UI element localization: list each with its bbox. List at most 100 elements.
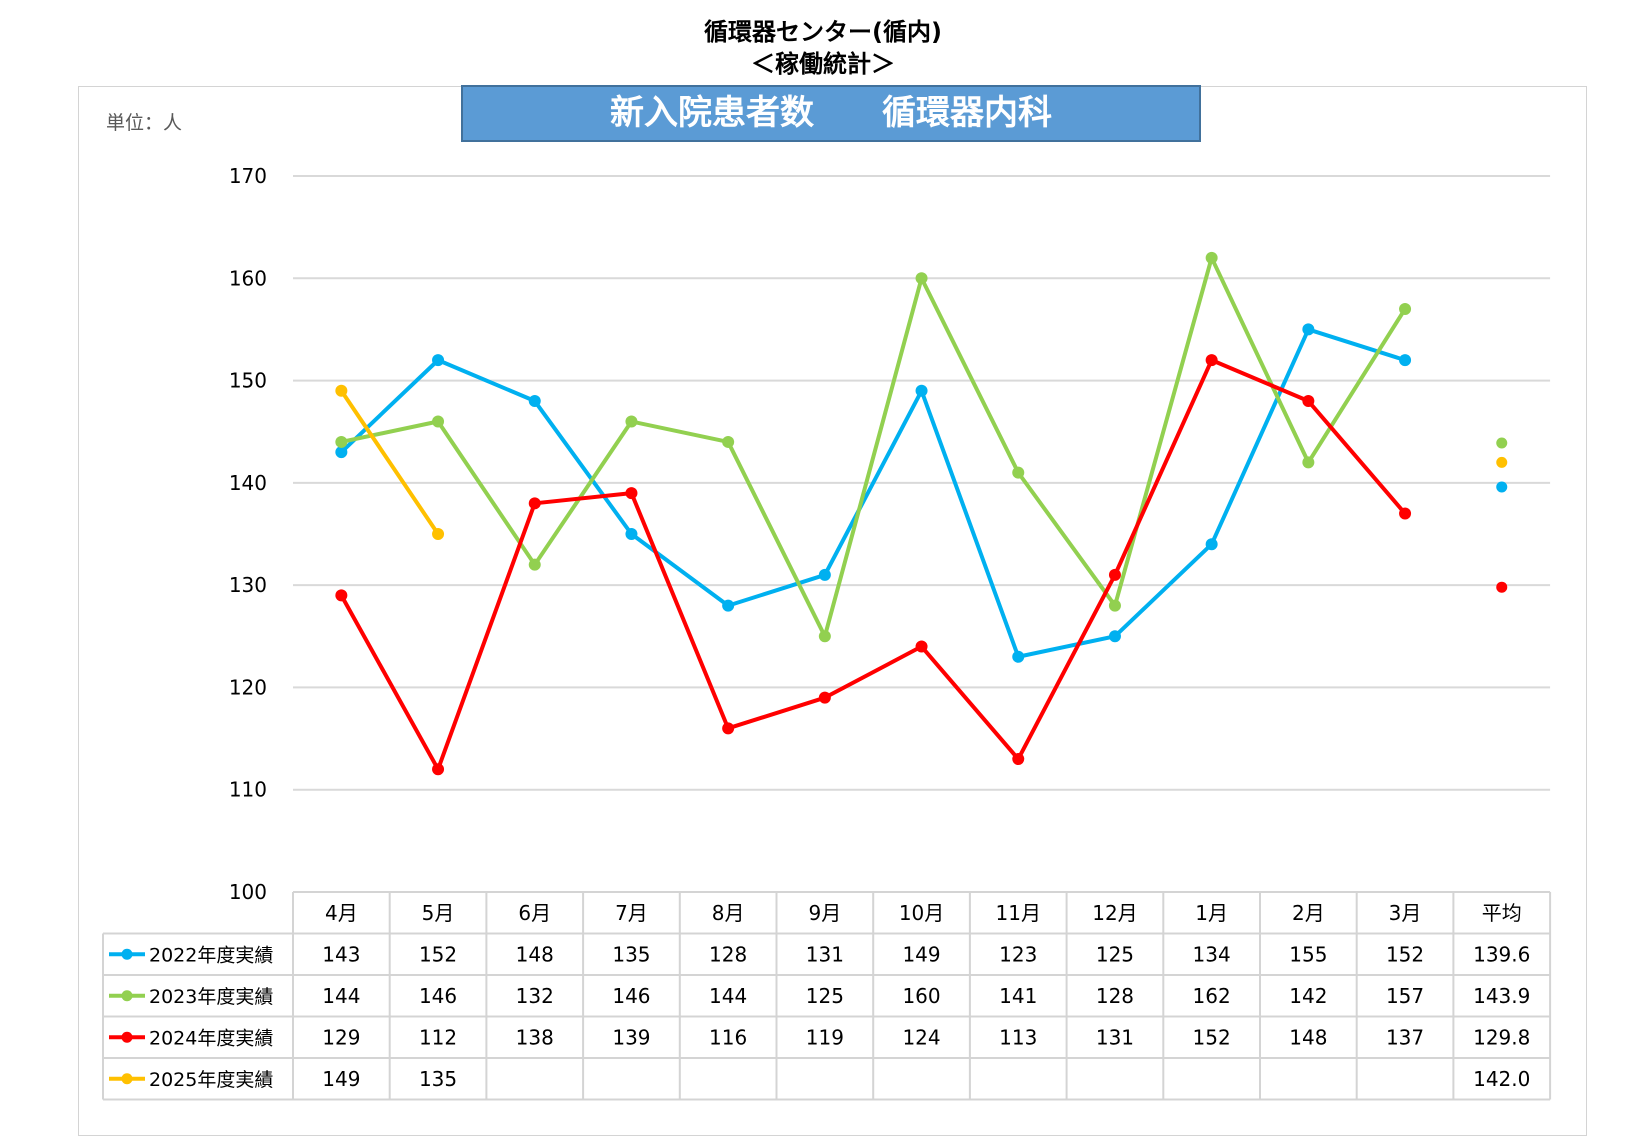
data-label: 152 bbox=[1193, 1025, 1231, 1049]
data-point bbox=[1108, 630, 1121, 643]
y-tick-label: 110 bbox=[229, 778, 267, 802]
data-label: 152 bbox=[1386, 942, 1424, 966]
y-tick-label: 170 bbox=[229, 164, 267, 188]
data-label: 138 bbox=[516, 1025, 554, 1049]
data-label: 144 bbox=[322, 984, 360, 1008]
data-point bbox=[432, 763, 445, 776]
page-title-line1: 循環器センター(循内) bbox=[704, 18, 942, 46]
data-point bbox=[1399, 354, 1412, 367]
data-label: 113 bbox=[999, 1025, 1037, 1049]
data-label: 125 bbox=[806, 984, 844, 1008]
data-point bbox=[335, 446, 348, 459]
data-label: 135 bbox=[419, 1067, 457, 1091]
average-point bbox=[1496, 437, 1508, 449]
x-tick-label: 8月 bbox=[712, 901, 745, 925]
data-point bbox=[1399, 302, 1412, 315]
data-point bbox=[818, 691, 831, 704]
data-point bbox=[528, 497, 541, 510]
chart-title: 新入院患者数 循環器内科 bbox=[461, 85, 1201, 142]
data-label: 123 bbox=[999, 942, 1037, 966]
average-point bbox=[1496, 581, 1508, 593]
x-tick-label: 3月 bbox=[1389, 901, 1422, 925]
data-label: 139 bbox=[612, 1025, 650, 1049]
x-tick-label: 5月 bbox=[422, 901, 455, 925]
data-point bbox=[915, 384, 928, 397]
page-title: 循環器センター(循内) ＜稼働統計＞ bbox=[0, 16, 1646, 80]
data-label: 146 bbox=[612, 984, 650, 1008]
data-point bbox=[432, 528, 445, 540]
data-label: 141 bbox=[999, 984, 1037, 1008]
data-label: 144 bbox=[709, 984, 747, 1008]
data-point bbox=[625, 487, 638, 500]
data-point bbox=[625, 528, 638, 540]
data-label: 149 bbox=[322, 1067, 360, 1091]
data-label: 137 bbox=[1386, 1025, 1424, 1049]
data-point bbox=[1108, 568, 1121, 581]
average-label: 139.6 bbox=[1473, 942, 1530, 966]
x-tick-label: 4月 bbox=[325, 901, 358, 925]
unit-label: 単位：人 bbox=[106, 112, 183, 134]
data-label: 148 bbox=[516, 942, 554, 966]
data-label: 162 bbox=[1193, 984, 1231, 1008]
data-label: 116 bbox=[709, 1025, 747, 1049]
data-label: 148 bbox=[1289, 1025, 1327, 1049]
y-tick-label: 160 bbox=[229, 266, 267, 290]
legend-marker bbox=[121, 948, 133, 960]
data-label: 112 bbox=[419, 1025, 457, 1049]
series-line bbox=[339, 388, 441, 536]
data-label: 125 bbox=[1096, 942, 1134, 966]
data-label: 142 bbox=[1289, 984, 1327, 1008]
data-label: 132 bbox=[516, 984, 554, 1008]
average-point bbox=[1496, 456, 1508, 468]
data-label: 128 bbox=[709, 942, 747, 966]
y-tick-label: 150 bbox=[229, 369, 267, 393]
data-label: 155 bbox=[1289, 942, 1327, 966]
legend-label: 2022年度実績 bbox=[149, 944, 273, 966]
data-label: 131 bbox=[1096, 1025, 1134, 1049]
data-point bbox=[1302, 395, 1315, 408]
data-label: 157 bbox=[1386, 984, 1424, 1008]
data-point bbox=[625, 415, 638, 428]
data-label: 128 bbox=[1096, 984, 1134, 1008]
data-point bbox=[915, 640, 928, 653]
page-title-line2: ＜稼働統計＞ bbox=[751, 50, 895, 78]
data-point bbox=[818, 630, 831, 643]
average-label: 142.0 bbox=[1473, 1067, 1530, 1091]
y-tick-label: 120 bbox=[229, 675, 267, 699]
data-point bbox=[335, 384, 348, 397]
legend-label: 2024年度実績 bbox=[149, 1027, 273, 1049]
data-label: 160 bbox=[902, 984, 940, 1008]
x-tick-label: 7月 bbox=[615, 901, 648, 925]
legend-marker bbox=[121, 1031, 133, 1043]
data-label: 124 bbox=[902, 1025, 940, 1049]
data-point bbox=[1012, 466, 1025, 479]
data-point bbox=[818, 568, 831, 581]
data-label: 131 bbox=[806, 942, 844, 966]
series-line bbox=[339, 358, 1408, 772]
legend-label: 2025年度実績 bbox=[149, 1069, 273, 1091]
data-point bbox=[528, 395, 541, 408]
data-point bbox=[432, 354, 445, 367]
data-point bbox=[335, 435, 348, 448]
data-label: 119 bbox=[806, 1025, 844, 1049]
data-label: 146 bbox=[419, 984, 457, 1008]
data-point bbox=[1302, 456, 1315, 469]
legend-marker bbox=[121, 990, 133, 1002]
data-label: 135 bbox=[612, 942, 650, 966]
data-label: 129 bbox=[322, 1025, 360, 1049]
data-point bbox=[1012, 753, 1025, 766]
y-tick-label: 100 bbox=[229, 880, 267, 904]
average-point bbox=[1496, 481, 1508, 493]
x-tick-label: 6月 bbox=[518, 901, 551, 925]
data-point bbox=[722, 599, 735, 612]
data-label: 149 bbox=[902, 942, 940, 966]
average-label: 143.9 bbox=[1473, 984, 1530, 1008]
legend-marker bbox=[121, 1073, 133, 1085]
data-label: 143 bbox=[322, 942, 360, 966]
x-tick-label-average: 平均 bbox=[1482, 901, 1522, 925]
x-tick-label: 10月 bbox=[899, 901, 944, 925]
x-tick-label: 2月 bbox=[1292, 901, 1325, 925]
x-tick-label: 1月 bbox=[1195, 901, 1228, 925]
average-label: 129.8 bbox=[1473, 1025, 1530, 1049]
